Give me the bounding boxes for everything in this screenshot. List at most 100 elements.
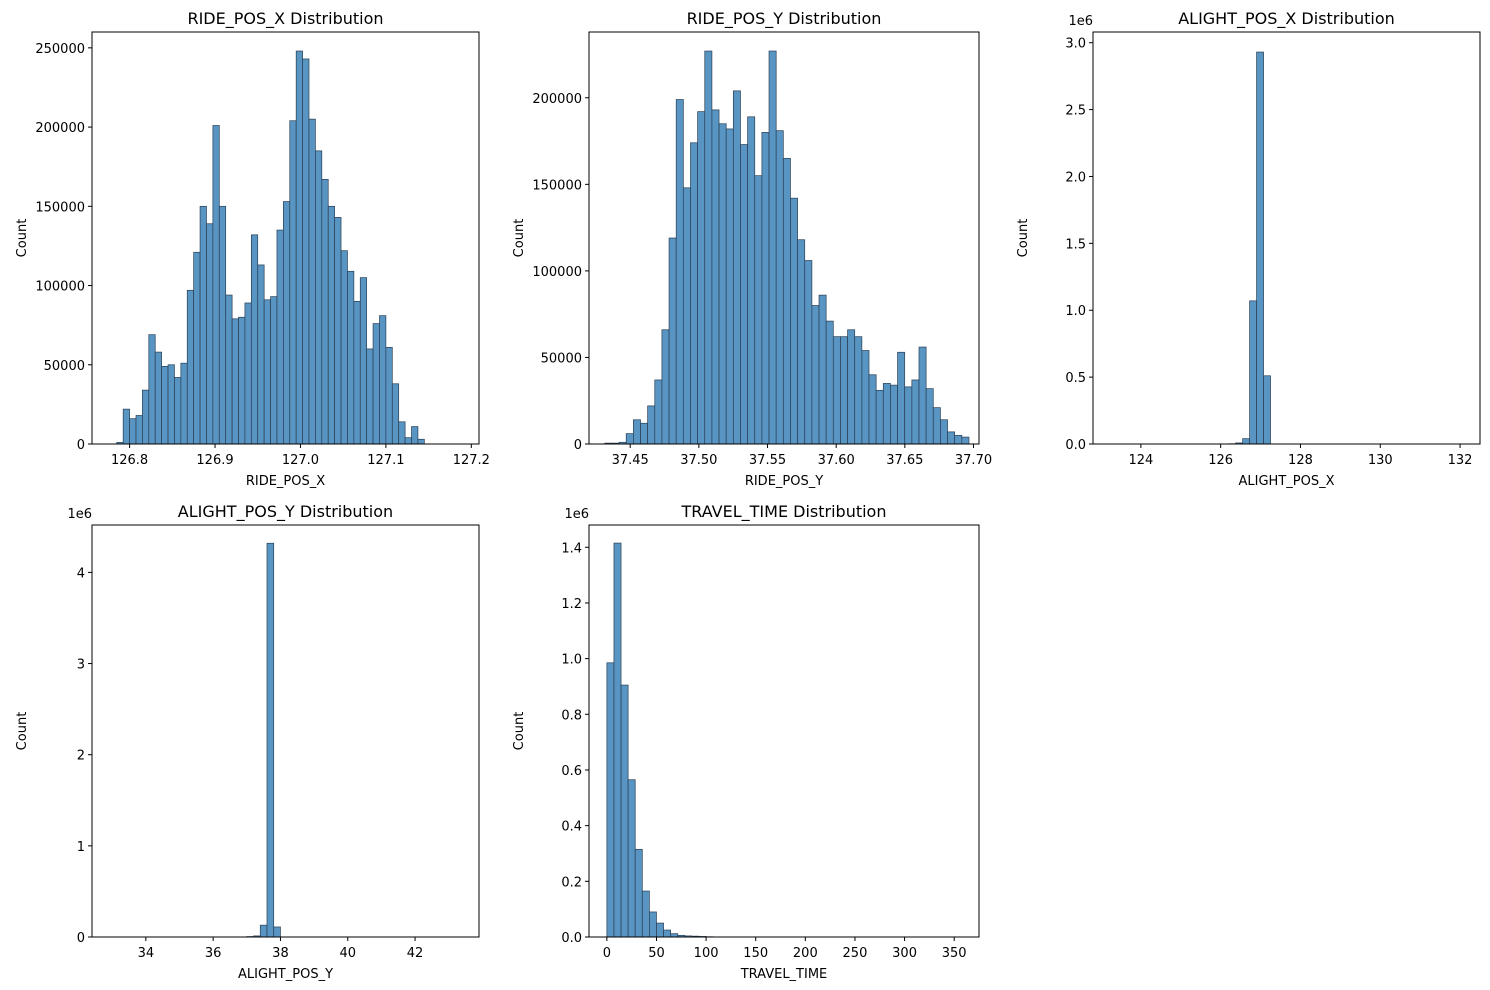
y-tick-label: 0 <box>574 438 582 453</box>
y-tick-label: 0.2 <box>561 875 582 890</box>
x-tick-label: 37.45 <box>612 453 649 468</box>
histogram-bar <box>804 260 813 445</box>
y-tick-label: 150000 <box>35 200 85 215</box>
y-tick-label: 2 <box>77 749 85 764</box>
histogram-bar <box>154 351 162 445</box>
histogram-bar <box>263 299 271 445</box>
axes-frame <box>1092 31 1481 445</box>
histogram-bar <box>832 336 841 445</box>
histogram-bar <box>747 116 756 445</box>
histogram-bar <box>670 933 679 938</box>
histogram-bar <box>925 388 934 445</box>
y-tick-label: 1.5 <box>1065 237 1086 252</box>
y-axis-label: Count <box>15 712 30 751</box>
histogram-bar <box>122 408 130 445</box>
histogram-bar <box>379 315 387 445</box>
histogram-bar <box>640 422 648 445</box>
histogram-bar <box>231 318 239 445</box>
histogram-bar <box>606 662 615 938</box>
histogram-bar <box>890 384 898 445</box>
histogram-bar <box>649 911 657 938</box>
histogram-bar <box>647 405 656 445</box>
histogram-bar <box>353 301 361 445</box>
histogram-bar <box>918 346 927 445</box>
y-tick-label: 250000 <box>35 42 85 57</box>
x-tick-label: 37.50 <box>680 453 717 468</box>
y-tick-label: 0.4 <box>561 820 582 835</box>
histogram-bar <box>295 50 303 445</box>
x-tick-label: 150 <box>743 946 768 961</box>
histogram-bar <box>398 421 406 445</box>
histogram-bar <box>947 431 956 445</box>
histogram-panel-3: 124 126 128 130 132 0.0 0.5 1.0 1.5 2.0 2.5 3.0 ALIG… <box>1016 9 1481 489</box>
histogram-bar <box>315 150 323 445</box>
histogram-bar <box>142 389 150 445</box>
histogram-bar <box>257 264 265 445</box>
histogram-bar <box>193 251 201 445</box>
y-tick-label: 1.4 <box>561 541 582 556</box>
y-axis-label: Count <box>15 219 30 258</box>
histogram-bar <box>811 305 820 445</box>
histogram-bar <box>225 294 233 445</box>
histogram-bar <box>1263 375 1271 445</box>
histogram-bar <box>1242 438 1250 445</box>
x-tick-label: 124 <box>1128 453 1153 468</box>
x-axis-label: ALIGHT_POS_Y <box>238 967 333 982</box>
chart-title: ALIGHT_POS_Y Distribution <box>178 502 393 522</box>
x-tick-label: 128 <box>1288 453 1313 468</box>
x-tick-label: 0 <box>603 946 611 961</box>
histogram-bar <box>961 436 970 445</box>
y-tick-label: 0.5 <box>1065 371 1086 386</box>
histogram-bar <box>385 346 393 445</box>
histogram-bar <box>1249 300 1257 445</box>
y-tick-label: 2.5 <box>1065 104 1086 119</box>
histogram-bar <box>633 419 641 445</box>
histogram-bar <box>404 437 412 445</box>
y-tick-label: 100000 <box>35 280 85 295</box>
histogram-bar <box>627 779 636 938</box>
y-tick-label: 3.0 <box>1065 37 1086 52</box>
x-tick-label: 37.60 <box>818 453 855 468</box>
histogram-bar <box>704 50 713 445</box>
x-tick-label: 37.70 <box>955 453 992 468</box>
x-tick-label: 200 <box>793 946 818 961</box>
histogram-bar <box>690 142 698 445</box>
axes-frame <box>91 524 480 938</box>
histogram-bar <box>897 351 906 445</box>
y-tick-label: 0 <box>77 438 85 453</box>
histogram-bar <box>663 929 671 938</box>
x-tick-label: 126.9 <box>196 453 233 468</box>
histogram-bar <box>206 223 214 445</box>
histogram-bar <box>218 205 227 445</box>
y-tick-label: 100000 <box>532 265 582 280</box>
histogram-bar <box>725 128 734 445</box>
y-tick-label: 50000 <box>541 351 582 366</box>
histogram-bar <box>675 99 684 445</box>
y-tick-label: 0.0 <box>561 931 582 946</box>
histogram-bar <box>854 336 863 445</box>
y-tick-label: 0.6 <box>561 764 582 779</box>
x-tick-label: 100 <box>694 946 719 961</box>
histogram-bar <box>259 924 268 938</box>
histogram-bar <box>321 179 329 445</box>
y-tick-label: 2.0 <box>1065 170 1086 185</box>
x-tick-label: 126.8 <box>111 453 148 468</box>
histogram-bar <box>212 125 220 445</box>
histogram-bar <box>940 419 948 445</box>
x-tick-label: 42 <box>407 946 424 961</box>
histogram-bar <box>840 336 848 445</box>
chart-title: TRAVEL_TIME Distribution <box>681 502 887 522</box>
histogram-bar <box>697 111 706 445</box>
x-tick-label: 37.65 <box>886 453 923 468</box>
x-tick-label: 127.2 <box>453 453 490 468</box>
x-tick-label: 40 <box>339 946 356 961</box>
histogram-bar <box>754 175 763 445</box>
histogram-bar <box>668 237 677 445</box>
histogram-bar <box>302 58 310 445</box>
x-tick-label: 127.1 <box>367 453 404 468</box>
y-tick-label: 1.0 <box>561 653 582 668</box>
x-axis-label: TRAVEL_TIME <box>740 967 828 982</box>
histogram-bar <box>327 205 335 445</box>
